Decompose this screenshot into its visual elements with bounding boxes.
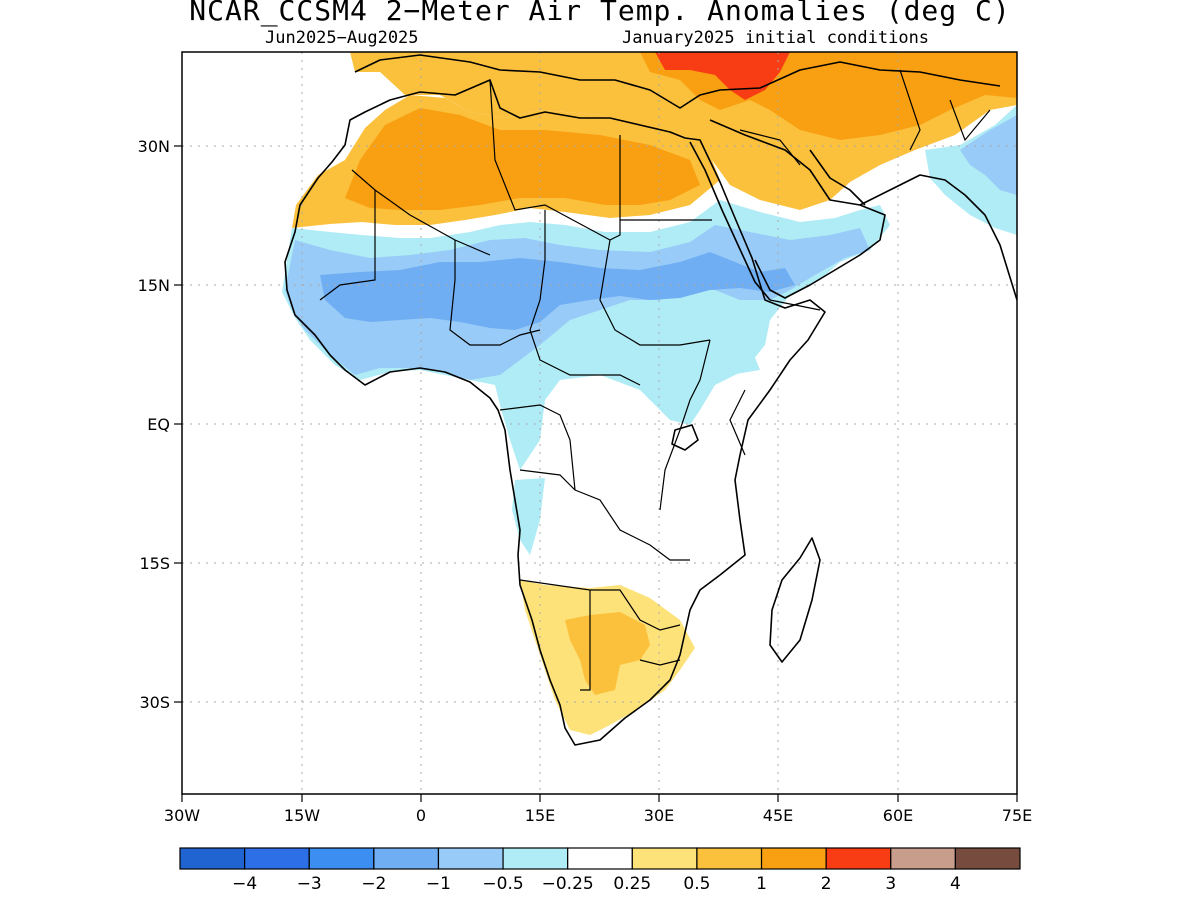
asia-coastline: [859, 174, 1017, 301]
plot-frame: [181, 51, 1018, 795]
colorbar-label: −2: [361, 874, 386, 894]
tick-marks: [174, 145, 1018, 802]
colorbar-swatch: [244, 847, 310, 870]
anomaly-region-ethiopia-cool: [635, 325, 760, 380]
colorbar-swatch: [825, 847, 892, 870]
anomaly-region-botswana-strong: [565, 612, 650, 695]
anomaly-region-sahel-strong: [320, 252, 795, 330]
lon-label: 75E: [1002, 806, 1032, 825]
red-sea-coastline: [689, 141, 771, 301]
lon-label: 45E: [763, 806, 793, 825]
gridlines: [182, 52, 1017, 794]
colorbar: −4 −3 −2 −1 −0.5 −0.25 0.25 0.5 1 2 3 4: [179, 847, 1021, 894]
arabia-coastline: [709, 119, 886, 299]
colorbar-swatch: [567, 847, 633, 870]
colorbar-label: −1: [426, 874, 451, 894]
anomaly-shading: [282, 52, 1017, 735]
colorbar-swatch: [631, 847, 698, 870]
africa-coastline: [284, 79, 826, 746]
colorbar-label: −0.5: [482, 874, 523, 894]
lon-label: 0: [416, 806, 426, 825]
colorbar-swatch: [760, 847, 827, 870]
country-borders: [319, 69, 991, 691]
lat-tick-labels: 30N 15N EQ 15S 30S: [138, 137, 170, 712]
lon-label: 15E: [525, 806, 555, 825]
lat-label: 15N: [138, 276, 170, 295]
lon-label: 30W: [164, 806, 200, 825]
persian-gulf-coastline: [809, 149, 866, 206]
colorbar-swatch: [373, 847, 440, 870]
colorbar-label: 3: [885, 874, 896, 894]
lat-label: 30S: [139, 693, 170, 712]
forecast-period: Jun2025−Aug2025: [265, 28, 419, 48]
anomaly-region-sahara-strong: [345, 108, 700, 210]
colorbar-label: 1: [756, 874, 767, 894]
colorbar-swatch: [890, 847, 956, 870]
colorbar-label: −0.25: [542, 874, 594, 894]
colorbar-swatch: [954, 847, 1021, 870]
colorbar-label: 0.5: [683, 874, 710, 894]
colorbar-label: −4: [232, 874, 257, 894]
colorbar-swatch: [308, 847, 375, 870]
colorbar-label: −3: [297, 874, 322, 894]
lake-victoria: [671, 424, 699, 451]
lon-label: 60E: [883, 806, 913, 825]
colorbar-label: 4: [950, 874, 961, 894]
colorbar-label: 2: [821, 874, 832, 894]
colorbar-swatch: [179, 847, 246, 870]
map-title: NCAR_CCSM4 2−Meter Air Temp. Anomalies (…: [189, 0, 1011, 27]
colorbar-label: 0.25: [613, 874, 651, 894]
lon-label: 30E: [644, 806, 674, 825]
colorbar-swatch: [502, 847, 569, 870]
madagascar-coastline: [769, 537, 821, 663]
lon-label: 15W: [284, 806, 320, 825]
anomaly-region-india-medium: [960, 115, 1017, 195]
lat-label: 30N: [138, 137, 170, 156]
lon-tick-labels: 30W 15W 0 15E 30E 45E 60E 75E: [164, 806, 1032, 825]
europe-coastline: [354, 54, 1001, 109]
colorbar-swatch: [437, 847, 504, 870]
colorbar-swatch: [696, 847, 763, 870]
lat-label: EQ: [147, 415, 170, 434]
coastlines: [284, 54, 1017, 746]
lat-label: 15S: [139, 554, 170, 573]
initial-conditions-label: January2025 initial conditions: [622, 28, 930, 48]
